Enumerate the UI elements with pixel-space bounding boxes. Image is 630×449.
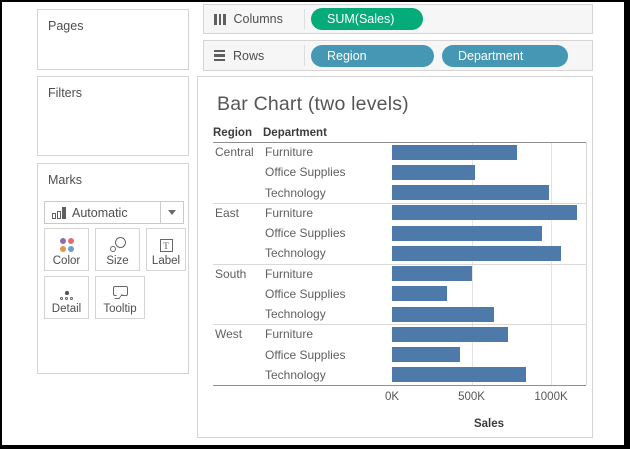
table-row: Central Furniture <box>213 142 586 162</box>
sales-bar[interactable] <box>392 286 447 302</box>
rows-pill-department[interactable]: Department <box>442 44 568 67</box>
sales-bar[interactable] <box>392 245 562 261</box>
sales-bar[interactable] <box>392 185 549 201</box>
department-label[interactable]: Office Supplies <box>265 347 346 362</box>
chart-table: Central Furniture Office Supplies Technolog… <box>213 142 587 430</box>
sales-bar[interactable] <box>392 306 494 322</box>
bar-mark-icon <box>52 206 66 219</box>
detail-dots-icon <box>59 286 74 300</box>
rows-shelf-label: Rows <box>233 48 265 63</box>
region-separator <box>213 324 586 326</box>
label-button-label: Label <box>151 255 181 267</box>
region-separator <box>213 263 586 265</box>
columns-pill-sum-sales-[interactable]: SUM(Sales) <box>311 8 423 30</box>
table-row: Office Supplies <box>213 345 586 365</box>
sales-bar[interactable] <box>392 347 461 363</box>
detail-button-label: Detail <box>51 303 82 315</box>
x-axis-tick-500k: 500K <box>458 391 485 403</box>
table-row: Technology <box>213 365 586 385</box>
detail-button[interactable]: Detail <box>44 276 89 319</box>
header-rule <box>213 142 586 143</box>
axis-baseline <box>213 385 586 386</box>
x-axis-tick-1000k: 1000K <box>534 391 568 403</box>
department-label[interactable]: Technology <box>265 246 326 261</box>
filters-shelf-label: Filters <box>48 86 83 100</box>
columns-shelf-label: Columns <box>233 12 283 26</box>
sales-bar[interactable] <box>392 367 526 383</box>
pages-shelf[interactable]: Pages <box>37 9 189 70</box>
x-axis-title: Sales <box>473 418 505 430</box>
sales-bar[interactable] <box>392 144 517 160</box>
rows-pill-tray: Region Department <box>311 41 568 70</box>
rows-shelf[interactable]: Rows Region Department <box>203 40 593 71</box>
tooltip-bubble-icon <box>112 286 128 300</box>
region-separator <box>213 202 586 204</box>
table-row: Technology <box>213 183 586 203</box>
shelf-divider <box>304 9 305 29</box>
size-button-label: Size <box>106 255 129 267</box>
department-label[interactable]: Technology <box>265 185 326 200</box>
department-label[interactable]: Furniture <box>265 266 314 281</box>
table-row: Office Supplies <box>213 162 586 182</box>
table-row: Technology <box>213 243 586 263</box>
mark-type-caret-button[interactable] <box>160 202 183 223</box>
table-row: East Furniture <box>213 203 586 223</box>
table-row: South Furniture <box>213 264 586 284</box>
department-label[interactable]: Office Supplies <box>265 165 346 180</box>
mark-type-dropdown[interactable]: Automatic <box>44 201 184 224</box>
x-axis-tick-0k: 0K <box>384 391 400 403</box>
region-column-header[interactable]: Region <box>213 127 252 139</box>
text-label-icon: T <box>159 239 173 252</box>
table-row: Technology <box>213 304 586 324</box>
worksheet-view: Bar Chart (two levels) Region Department… <box>197 76 593 438</box>
sales-bar[interactable] <box>392 266 473 282</box>
department-label[interactable]: Furniture <box>265 327 314 342</box>
department-column-header[interactable]: Department <box>263 127 327 139</box>
region-label-south[interactable]: South <box>215 266 247 281</box>
region-label-east[interactable]: East <box>215 205 240 220</box>
sales-bar[interactable] <box>392 326 509 342</box>
chart-title: Bar Chart (two levels) <box>217 93 409 115</box>
color-dots-icon <box>59 238 74 252</box>
department-label[interactable]: Furniture <box>265 145 314 159</box>
rows-pill-region[interactable]: Region <box>311 44 434 67</box>
plot-right-border <box>586 142 587 385</box>
table-row: West Furniture <box>213 324 586 344</box>
department-label[interactable]: Office Supplies <box>265 286 346 301</box>
marks-card: Marks Automatic Color Size T Label Detai… <box>37 163 189 374</box>
table-row: Office Supplies <box>213 223 586 243</box>
filters-shelf[interactable]: Filters <box>37 76 189 156</box>
tooltip-button-label: Tooltip <box>103 303 137 315</box>
sales-bar[interactable] <box>392 205 578 221</box>
sales-bar[interactable] <box>392 164 476 180</box>
department-label[interactable]: Technology <box>265 367 326 382</box>
rows-icon <box>214 49 225 62</box>
department-label[interactable]: Technology <box>265 307 326 321</box>
region-label-west[interactable]: West <box>215 327 243 342</box>
mark-type-value: Automatic <box>72 205 128 220</box>
color-button-label: Color <box>52 255 81 267</box>
sales-bar[interactable] <box>392 225 543 241</box>
columns-shelf[interactable]: Columns SUM(Sales) <box>203 4 593 34</box>
size-button[interactable]: Size <box>95 228 140 271</box>
columns-icon <box>214 13 226 25</box>
chevron-down-icon <box>168 210 176 215</box>
marks-card-label: Marks <box>48 173 83 187</box>
label-button[interactable]: T Label <box>146 228 186 271</box>
shelf-divider <box>304 45 305 66</box>
size-circles-icon <box>109 237 126 252</box>
region-label-central[interactable]: Central <box>215 145 254 159</box>
color-button[interactable]: Color <box>44 228 89 271</box>
department-label[interactable]: Office Supplies <box>265 226 346 240</box>
table-row: Office Supplies <box>213 284 586 304</box>
pages-shelf-label: Pages <box>48 19 84 33</box>
tooltip-button[interactable]: Tooltip <box>95 276 145 319</box>
department-label[interactable]: Furniture <box>265 205 314 220</box>
columns-pill-tray: SUM(Sales) <box>311 5 423 33</box>
